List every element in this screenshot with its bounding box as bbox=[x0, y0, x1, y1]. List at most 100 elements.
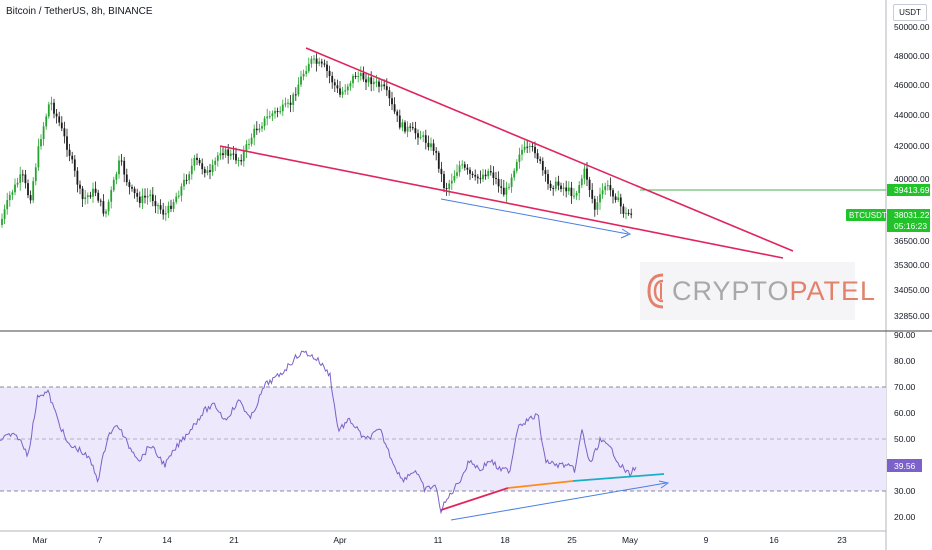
candle-body bbox=[1, 218, 3, 225]
candle-body bbox=[68, 149, 71, 156]
candle-body bbox=[630, 213, 633, 215]
candle-body bbox=[547, 174, 549, 184]
candle-body bbox=[617, 197, 620, 200]
candle-body bbox=[601, 190, 604, 195]
candle-body bbox=[596, 202, 599, 210]
rsi-trendline-red[interactable] bbox=[440, 487, 509, 511]
candle-body bbox=[362, 73, 365, 80]
candle-body bbox=[258, 128, 261, 131]
candle-body bbox=[42, 126, 45, 140]
wedge-upper-trendline[interactable] bbox=[305, 47, 794, 252]
price-axis-label: 36500.00 bbox=[894, 236, 930, 246]
price-axis-label: 50000.00 bbox=[894, 22, 930, 32]
candle-body bbox=[253, 128, 256, 138]
candle-body bbox=[560, 185, 562, 190]
candle-body bbox=[294, 94, 297, 96]
candle-body bbox=[201, 163, 204, 170]
time-axis-label: 11 bbox=[434, 535, 443, 545]
level-price-tag bbox=[887, 184, 930, 196]
candle-body bbox=[180, 186, 183, 196]
candle-body bbox=[162, 209, 165, 215]
candle-body bbox=[14, 184, 16, 193]
candle-body bbox=[159, 205, 162, 210]
candle-body bbox=[274, 110, 276, 114]
price-axis-label: 35300.00 bbox=[894, 260, 930, 270]
candle-body bbox=[86, 195, 89, 198]
candle-body bbox=[515, 161, 518, 171]
candle-body bbox=[105, 211, 107, 214]
candle-body bbox=[164, 213, 167, 215]
candle-body bbox=[492, 172, 495, 178]
candle-body bbox=[248, 143, 250, 145]
candle-body bbox=[497, 178, 500, 187]
candle-body bbox=[123, 160, 126, 175]
wedge-lower-trendline[interactable] bbox=[219, 145, 784, 259]
candle-body bbox=[489, 171, 492, 173]
candle-body bbox=[133, 188, 136, 194]
candle-body bbox=[128, 182, 131, 188]
rsi-axis-labels: 90.00 80.00 70.00 60.00 50.00 30.00 20.00 bbox=[894, 330, 916, 522]
candle-body bbox=[47, 104, 50, 117]
candle-body bbox=[58, 116, 61, 123]
candle-body bbox=[53, 102, 55, 114]
time-axis-label: Mar bbox=[33, 535, 48, 545]
candle-body bbox=[396, 111, 399, 116]
candle-body bbox=[391, 98, 393, 105]
candle-body bbox=[276, 110, 279, 112]
candle-body bbox=[81, 188, 84, 200]
candle-body bbox=[456, 172, 458, 176]
price-divergence-arrow[interactable] bbox=[440, 198, 629, 235]
candle-body bbox=[554, 181, 557, 189]
candle-body bbox=[383, 84, 386, 87]
rsi-axis-label: 20.00 bbox=[894, 512, 916, 522]
candle-body bbox=[279, 111, 282, 113]
candle-body bbox=[102, 201, 105, 214]
candle-body bbox=[149, 194, 152, 196]
rsi-divergence-arrow[interactable] bbox=[450, 482, 667, 521]
candle-body bbox=[115, 174, 118, 180]
candle-body bbox=[328, 70, 331, 76]
candle-body bbox=[193, 157, 196, 166]
candle-body bbox=[29, 195, 32, 201]
candle-body bbox=[406, 126, 409, 132]
candle-body bbox=[346, 86, 349, 91]
rsi-value-text: 39.56 bbox=[894, 461, 916, 471]
candle-body bbox=[445, 188, 448, 190]
candle-body bbox=[583, 168, 586, 179]
candle-body bbox=[206, 170, 209, 174]
candle-body bbox=[612, 190, 614, 197]
rsi-axis-label: 90.00 bbox=[894, 330, 916, 340]
candle-body bbox=[409, 126, 412, 128]
symbol-tag bbox=[846, 209, 886, 221]
rsi-axis-label: 30.00 bbox=[894, 486, 916, 496]
candle-body bbox=[60, 122, 63, 129]
candle-body bbox=[8, 194, 11, 201]
candle-body bbox=[619, 197, 622, 207]
candle-body bbox=[89, 195, 92, 197]
candle-body bbox=[469, 169, 471, 174]
candle-body bbox=[463, 164, 466, 168]
last-price-tag bbox=[887, 209, 930, 232]
candle-body bbox=[110, 190, 113, 202]
currency-button[interactable]: USDT bbox=[893, 4, 927, 21]
rsi-trendline-orange[interactable] bbox=[507, 480, 574, 489]
candle-body bbox=[50, 102, 53, 105]
candle-body bbox=[188, 174, 191, 181]
candle-body bbox=[435, 150, 438, 153]
candle-body bbox=[508, 186, 510, 188]
candle-body bbox=[71, 155, 74, 160]
candle-body bbox=[500, 186, 503, 188]
candle-body bbox=[6, 200, 9, 210]
candle-body bbox=[333, 82, 336, 86]
candle-body bbox=[388, 90, 391, 99]
rsi-trendline-teal[interactable] bbox=[572, 473, 665, 482]
candle-body bbox=[287, 102, 289, 104]
candle-body bbox=[99, 200, 102, 202]
candle-body bbox=[375, 81, 378, 83]
price-axis-label: 46000.00 bbox=[894, 80, 930, 90]
candle-body bbox=[557, 181, 560, 186]
candle-body bbox=[183, 179, 185, 187]
candle-body bbox=[326, 64, 328, 71]
candle-body bbox=[196, 157, 198, 161]
